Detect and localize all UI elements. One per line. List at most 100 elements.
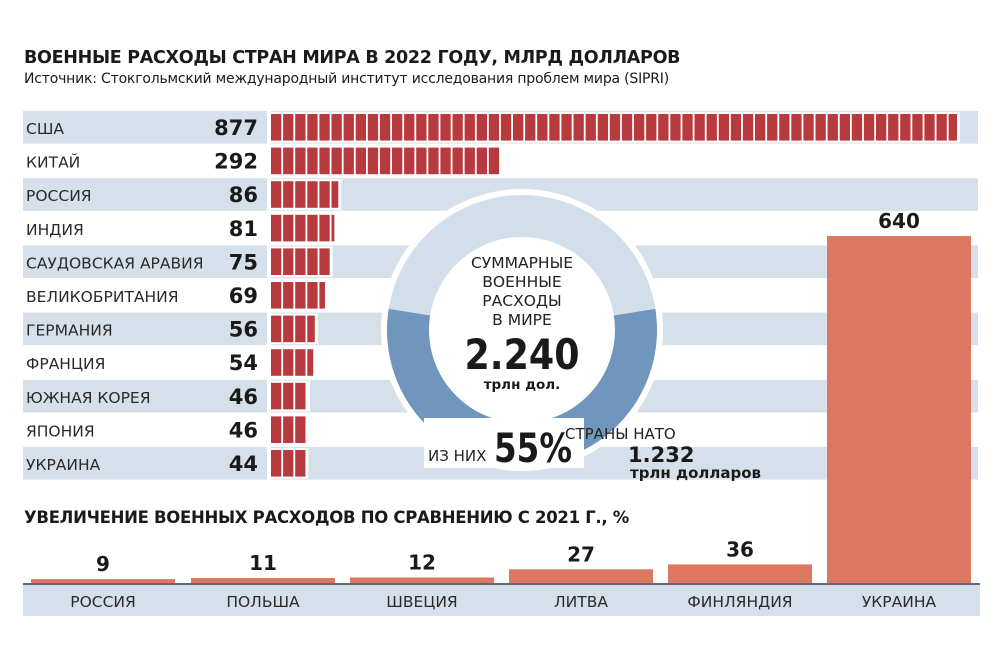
bar-segment [283,416,294,443]
spending-bar [271,248,330,275]
row-label-band [23,379,267,413]
bar-segment [283,282,294,309]
increase-country-label: ПОЛЬША [226,593,300,611]
increase-value: 640 [878,209,920,233]
bar-segment [307,114,318,141]
country-label: КИТАЙ [26,153,80,172]
bar-segment [476,147,487,175]
bar-segment [355,147,366,175]
chart-title: ВОЕННЫЕ РАСХОДЫ СТРАН МИРА В 2022 ГОДУ, … [24,48,681,68]
bar-segment [271,214,282,242]
bar-segment [416,114,427,141]
spending-value: 46 [229,385,258,409]
donut-caption-line-2: ВОЕННЫЕ [482,273,561,291]
spending-value: 56 [229,318,258,342]
bar-segment [561,114,572,141]
bar-segment [271,315,282,343]
bar-segment [779,114,790,141]
bar-segment [900,114,911,141]
bar-segment [428,147,439,175]
bar-segment [271,114,282,141]
bar-segment [295,382,306,410]
increase-value: 27 [567,542,595,566]
bar-segment [573,114,584,141]
bar-segment [658,114,669,141]
bar-segment [948,114,957,141]
bar-segment [525,114,536,141]
nato-unit: трлн долларов [630,464,761,482]
bar-segment [440,114,451,141]
increase-bar [350,577,494,584]
bar-segment [488,114,500,141]
bar-segment [283,147,294,175]
bar-segment [283,382,294,410]
country-label: САУДОВСКАЯ АРАВИЯ [26,254,204,272]
bar-segment [307,214,318,242]
bar-segment [803,114,814,141]
country-label: ФРАНЦИЯ [26,355,105,373]
bar-segment [924,114,935,141]
spending-bar [271,416,306,443]
bar-segment [706,114,717,141]
bar-segment [609,114,621,141]
donut-labels: СУММАРНЫЕ ВОЕННЫЕ РАСХОДЫ В МИРЕ 2.240 т… [465,254,580,393]
bar-segment [888,114,899,141]
country-label: УКРАИНА [26,456,101,474]
bar-segment [936,114,947,141]
spending-bar [271,349,314,376]
bar-segment [634,114,645,141]
bar-segment [271,450,282,477]
nato-amount: 1.232 [628,443,694,467]
bar-segment [791,114,802,141]
bar-segment [513,114,524,141]
bar-segment [851,114,863,141]
spending-value: 75 [229,250,258,274]
bar-segment [367,147,379,175]
increase-bar [509,569,653,584]
bar-segment [283,114,294,141]
bar-segment [452,114,463,141]
nato-percent: 55% [494,426,572,472]
bar-segment [271,248,282,275]
bar-segment [815,114,826,141]
bar-segment [307,315,315,343]
spending-value: 292 [214,150,258,174]
bar-segment [440,147,451,175]
donut-caption-line-3: РАСХОДЫ [482,292,561,310]
bar-segment [488,147,500,175]
row-label-band [23,178,267,211]
spending-bars [270,112,960,479]
donut-unit: трлн дол. [484,377,561,393]
nato-prefix: ИЗ НИХ [428,447,486,465]
bar-segment [283,214,294,242]
bar-segment [549,114,560,141]
bar-segment [295,248,306,275]
bar-segment [755,114,766,141]
bar-segment [500,114,512,141]
increase-baseline [23,583,980,585]
bar-segment [295,181,306,208]
bar-segment [416,147,427,175]
bar-segment [283,248,294,275]
bar-segment [464,114,475,141]
row-band [271,178,978,211]
bar-segment [464,147,475,175]
country-label: США [26,120,64,138]
increase-value: 9 [96,552,110,576]
bar-segment [367,114,379,141]
bar-segment [839,114,850,141]
increase-value: 12 [408,550,436,574]
bar-segment [271,181,282,208]
bar-segment [597,114,608,141]
donut-caption-line-1: СУММАРНЫЕ [471,254,573,272]
increase-bars [23,236,980,616]
bar-segment [863,114,875,141]
bar-segment [767,114,778,141]
bar-segment [307,248,318,275]
country-label: ИНДИЯ [26,221,84,239]
bar-segment [718,114,729,141]
bar-segment [283,315,294,343]
spending-bar [271,114,957,141]
spending-bar [271,214,335,242]
